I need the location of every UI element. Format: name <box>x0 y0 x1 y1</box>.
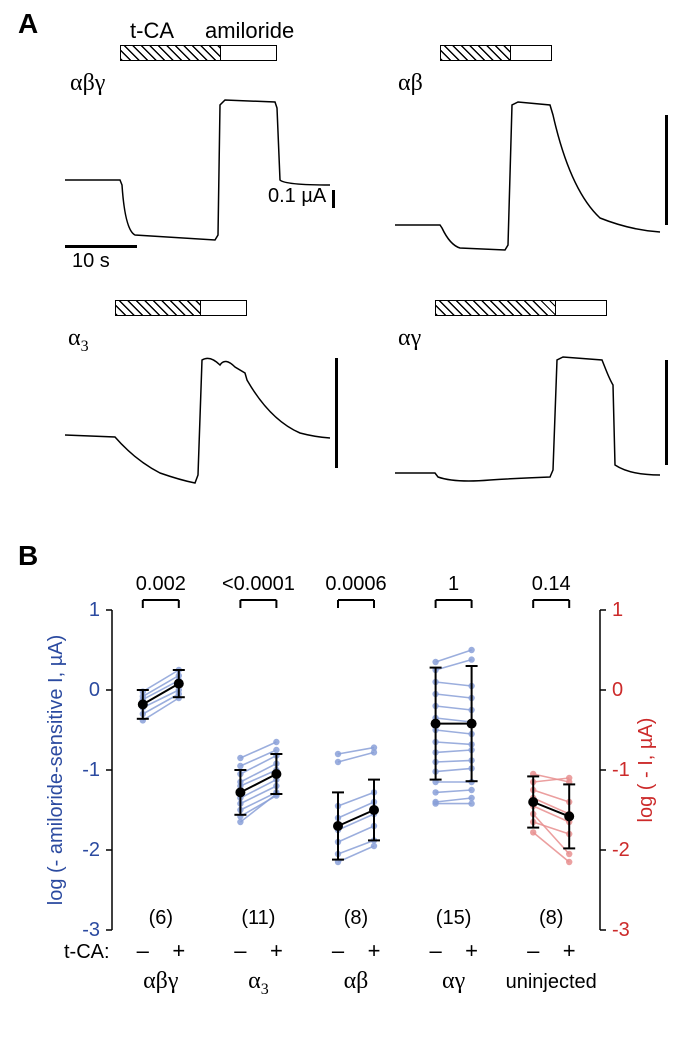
svg-text:log (- amiloride-sensitive I,: log (- amiloride-sensitive I, µA) <box>45 635 67 906</box>
bar-amiloride-abg <box>220 45 277 61</box>
svg-text:0: 0 <box>89 679 100 701</box>
trace-a3: α3 <box>60 300 340 510</box>
svg-text:+: + <box>465 938 478 963</box>
svg-text:+: + <box>270 938 283 963</box>
svg-text:-2: -2 <box>612 839 630 861</box>
svg-text:-3: -3 <box>612 919 630 941</box>
trace-svg-abg <box>60 70 340 270</box>
svg-text:1: 1 <box>89 599 100 621</box>
svg-text:1: 1 <box>448 573 459 595</box>
bar-tca-a3 <box>115 300 202 316</box>
trace-ab: αβ <box>390 45 670 275</box>
svg-text:+: + <box>563 938 576 963</box>
chart-b-svg: -3 -3 -2 -2 -1 -1 0 0 1 1 log (- amiloride-sensiti… <box>40 560 660 1030</box>
scalebar-ab <box>665 115 668 225</box>
trace-abg: αβγ 0.1 µA 10 s <box>60 45 340 275</box>
svg-text:-1: -1 <box>82 759 100 781</box>
svg-text:α3: α3 <box>248 968 269 998</box>
bar-tca-abg <box>120 45 222 61</box>
svg-text:–: – <box>234 938 247 963</box>
svg-text:-2: -2 <box>82 839 100 861</box>
svg-text:0.14: 0.14 <box>532 573 571 595</box>
scalebar-10s <box>65 245 137 248</box>
chart-b: -3 -3 -2 -2 -1 -1 0 0 1 1 log (- amiloride-sensiti… <box>40 560 660 1030</box>
svg-text:–: – <box>332 938 345 963</box>
header-tca: t-CA <box>130 18 174 44</box>
bar-tca-ag <box>435 300 557 316</box>
svg-text:αβγ: αβγ <box>143 968 179 994</box>
svg-text:-1: -1 <box>612 759 630 781</box>
header-amiloride: amiloride <box>205 18 294 44</box>
trace-svg-a3 <box>60 325 340 515</box>
bar-amiloride-ab <box>510 45 552 61</box>
svg-text:(6): (6) <box>149 907 173 929</box>
panel-b-label: B <box>18 540 38 572</box>
svg-text:–: – <box>527 938 540 963</box>
svg-text:(11): (11) <box>241 907 275 929</box>
trace-svg-ab <box>390 70 670 270</box>
svg-text:(8): (8) <box>539 907 563 929</box>
svg-text:0: 0 <box>612 679 623 701</box>
bar-amiloride-a3 <box>200 300 247 316</box>
figure-root: A t-CA amiloride αβγ 0.1 µA 10 s αβ α3 <box>0 0 684 1050</box>
svg-text:uninjected: uninjected <box>506 971 597 993</box>
bar-tca-ab <box>440 45 512 61</box>
scale-current-text: 0.1 µA <box>268 185 326 208</box>
svg-text:0.0006: 0.0006 <box>325 573 386 595</box>
trace-svg-ag <box>390 325 670 515</box>
svg-text:αβ: αβ <box>344 968 369 994</box>
panel-a-label: A <box>18 8 38 40</box>
svg-text:–: – <box>137 938 150 963</box>
scalebar-a3 <box>335 358 338 468</box>
svg-text:+: + <box>368 938 381 963</box>
trace-ag: αγ <box>390 300 670 510</box>
scalebar-ag <box>665 360 668 465</box>
svg-text:log ( - I, µA): log ( - I, µA) <box>635 718 657 823</box>
svg-text:–: – <box>429 938 442 963</box>
svg-text:<0.0001: <0.0001 <box>222 573 295 595</box>
svg-text:-3: -3 <box>82 919 100 941</box>
svg-text:t-CA:: t-CA: <box>64 941 110 963</box>
svg-text:αγ: αγ <box>442 968 466 994</box>
svg-text:0.002: 0.002 <box>136 573 186 595</box>
scale-time-text: 10 s <box>72 250 110 273</box>
svg-text:(8): (8) <box>344 907 368 929</box>
scalebar-0p1uA <box>332 190 335 208</box>
svg-text:+: + <box>172 938 185 963</box>
svg-text:(15): (15) <box>436 907 472 929</box>
svg-text:1: 1 <box>612 599 623 621</box>
bar-amiloride-ag <box>555 300 607 316</box>
